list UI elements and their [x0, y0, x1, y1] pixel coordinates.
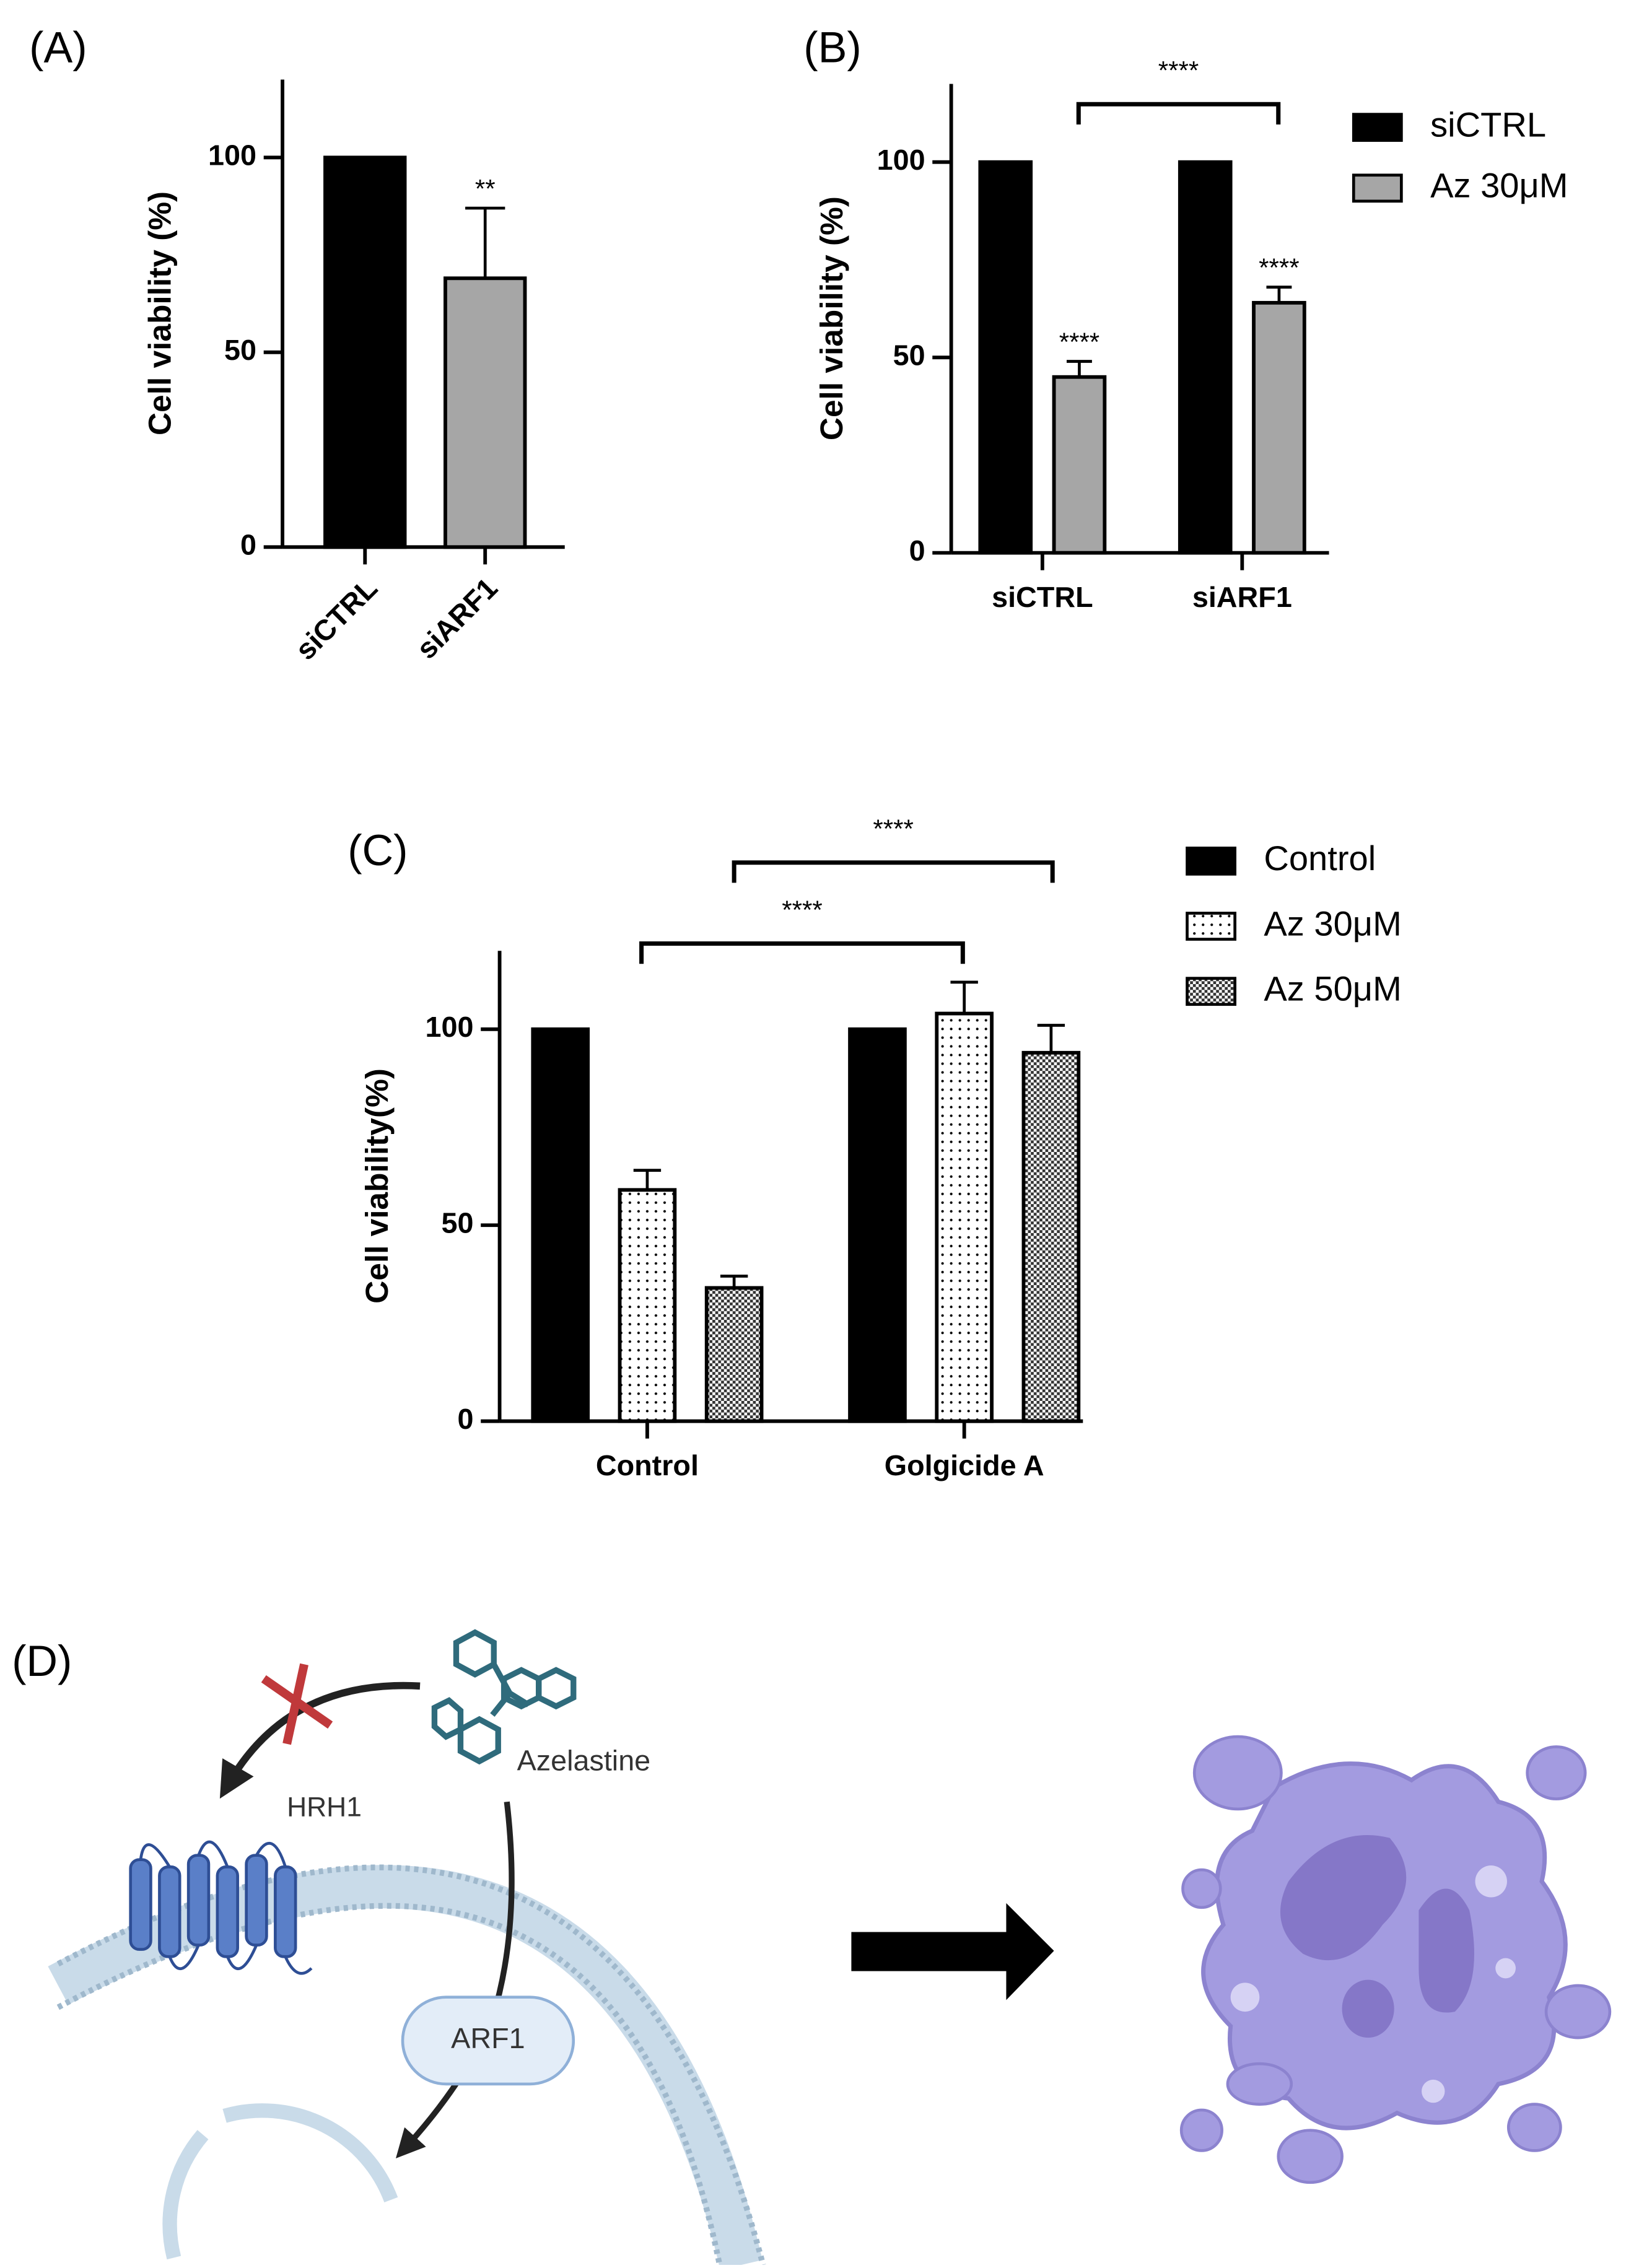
y-axis-label: Cell viability (%)	[813, 196, 849, 440]
big-arrow	[851, 1903, 1054, 2000]
bar	[444, 276, 527, 549]
y-tick-label: 0	[909, 534, 925, 567]
membrane-inner	[56, 1903, 723, 2266]
y-tick-label: 0	[458, 1403, 474, 1435]
y-tick-label: 100	[208, 139, 256, 172]
pathway-arrow	[395, 1801, 515, 2159]
bar	[1052, 375, 1107, 555]
y-tick-label: 50	[442, 1207, 474, 1239]
bar	[704, 1286, 764, 1423]
legend-swatch	[1352, 173, 1403, 203]
y-axis-label: Cell viability (%)	[142, 191, 178, 435]
panel-label: (A)	[29, 23, 87, 71]
legend-swatch	[1352, 113, 1403, 142]
legend-swatch	[1186, 846, 1236, 876]
x-tick-label: siARF1	[410, 572, 504, 665]
y-tick-label: 0	[240, 529, 256, 561]
significance: ****	[1059, 328, 1099, 357]
bar	[531, 1027, 590, 1423]
membrane	[48, 1865, 763, 2268]
bracket-label: ****	[873, 814, 913, 843]
block-mark	[261, 1663, 333, 1745]
bracket	[639, 941, 965, 964]
legend-label: Az 50μM	[1264, 969, 1401, 1008]
bracket-label: ****	[782, 895, 822, 924]
receptor	[129, 1840, 313, 1975]
bar	[1178, 160, 1233, 555]
significance: **	[475, 174, 496, 203]
legend-swatch	[1186, 977, 1236, 1006]
legend-label: siCTRL	[1430, 105, 1546, 144]
bar	[978, 160, 1033, 555]
y-tick-label: 50	[224, 334, 256, 366]
bar	[323, 155, 407, 549]
panel-label: (D)	[12, 1637, 72, 1685]
x-tick-label: siCTRL	[289, 572, 383, 666]
legend-label: Az 30μM	[1264, 904, 1401, 943]
x-tick-label: Control	[596, 1449, 699, 1481]
panel-label: (C)	[347, 826, 408, 874]
bar	[1021, 1050, 1081, 1423]
diagram: (D) HRH1 Azelastine ARF1	[12, 1629, 1612, 2268]
legend-swatch	[1186, 912, 1236, 941]
bracket	[1076, 102, 1281, 124]
x-tick-label: Golgicide A	[885, 1449, 1044, 1481]
panel-label: (B)	[803, 23, 861, 71]
x-tick-label: siARF1	[1192, 581, 1292, 613]
y-tick-label: 100	[426, 1011, 474, 1043]
protein-box	[401, 1995, 575, 2086]
protein-label: ARF1	[451, 2022, 525, 2054]
dying-cell	[1179, 1735, 1612, 2184]
legend-label: Control	[1264, 839, 1376, 878]
bar	[618, 1188, 677, 1423]
drug-label: Azelastine	[517, 1744, 651, 1776]
bracket	[732, 860, 1055, 883]
legend-label: Az 30μM	[1430, 166, 1568, 205]
blocked-arrow	[219, 1681, 421, 1799]
bar	[1252, 300, 1306, 555]
bar	[935, 1011, 994, 1423]
receptor-label: HRH1	[287, 1792, 362, 1823]
y-tick-label: 50	[893, 339, 925, 372]
y-tick-label: 100	[877, 144, 925, 176]
x-tick-label: siCTRL	[992, 581, 1093, 613]
bracket-label: ****	[1158, 56, 1199, 85]
bar	[848, 1027, 907, 1423]
vesicle	[162, 2103, 398, 2260]
significance: ****	[1259, 253, 1299, 282]
y-axis-label: Cell viability(%)	[359, 1068, 395, 1304]
molecule	[431, 1629, 577, 1765]
